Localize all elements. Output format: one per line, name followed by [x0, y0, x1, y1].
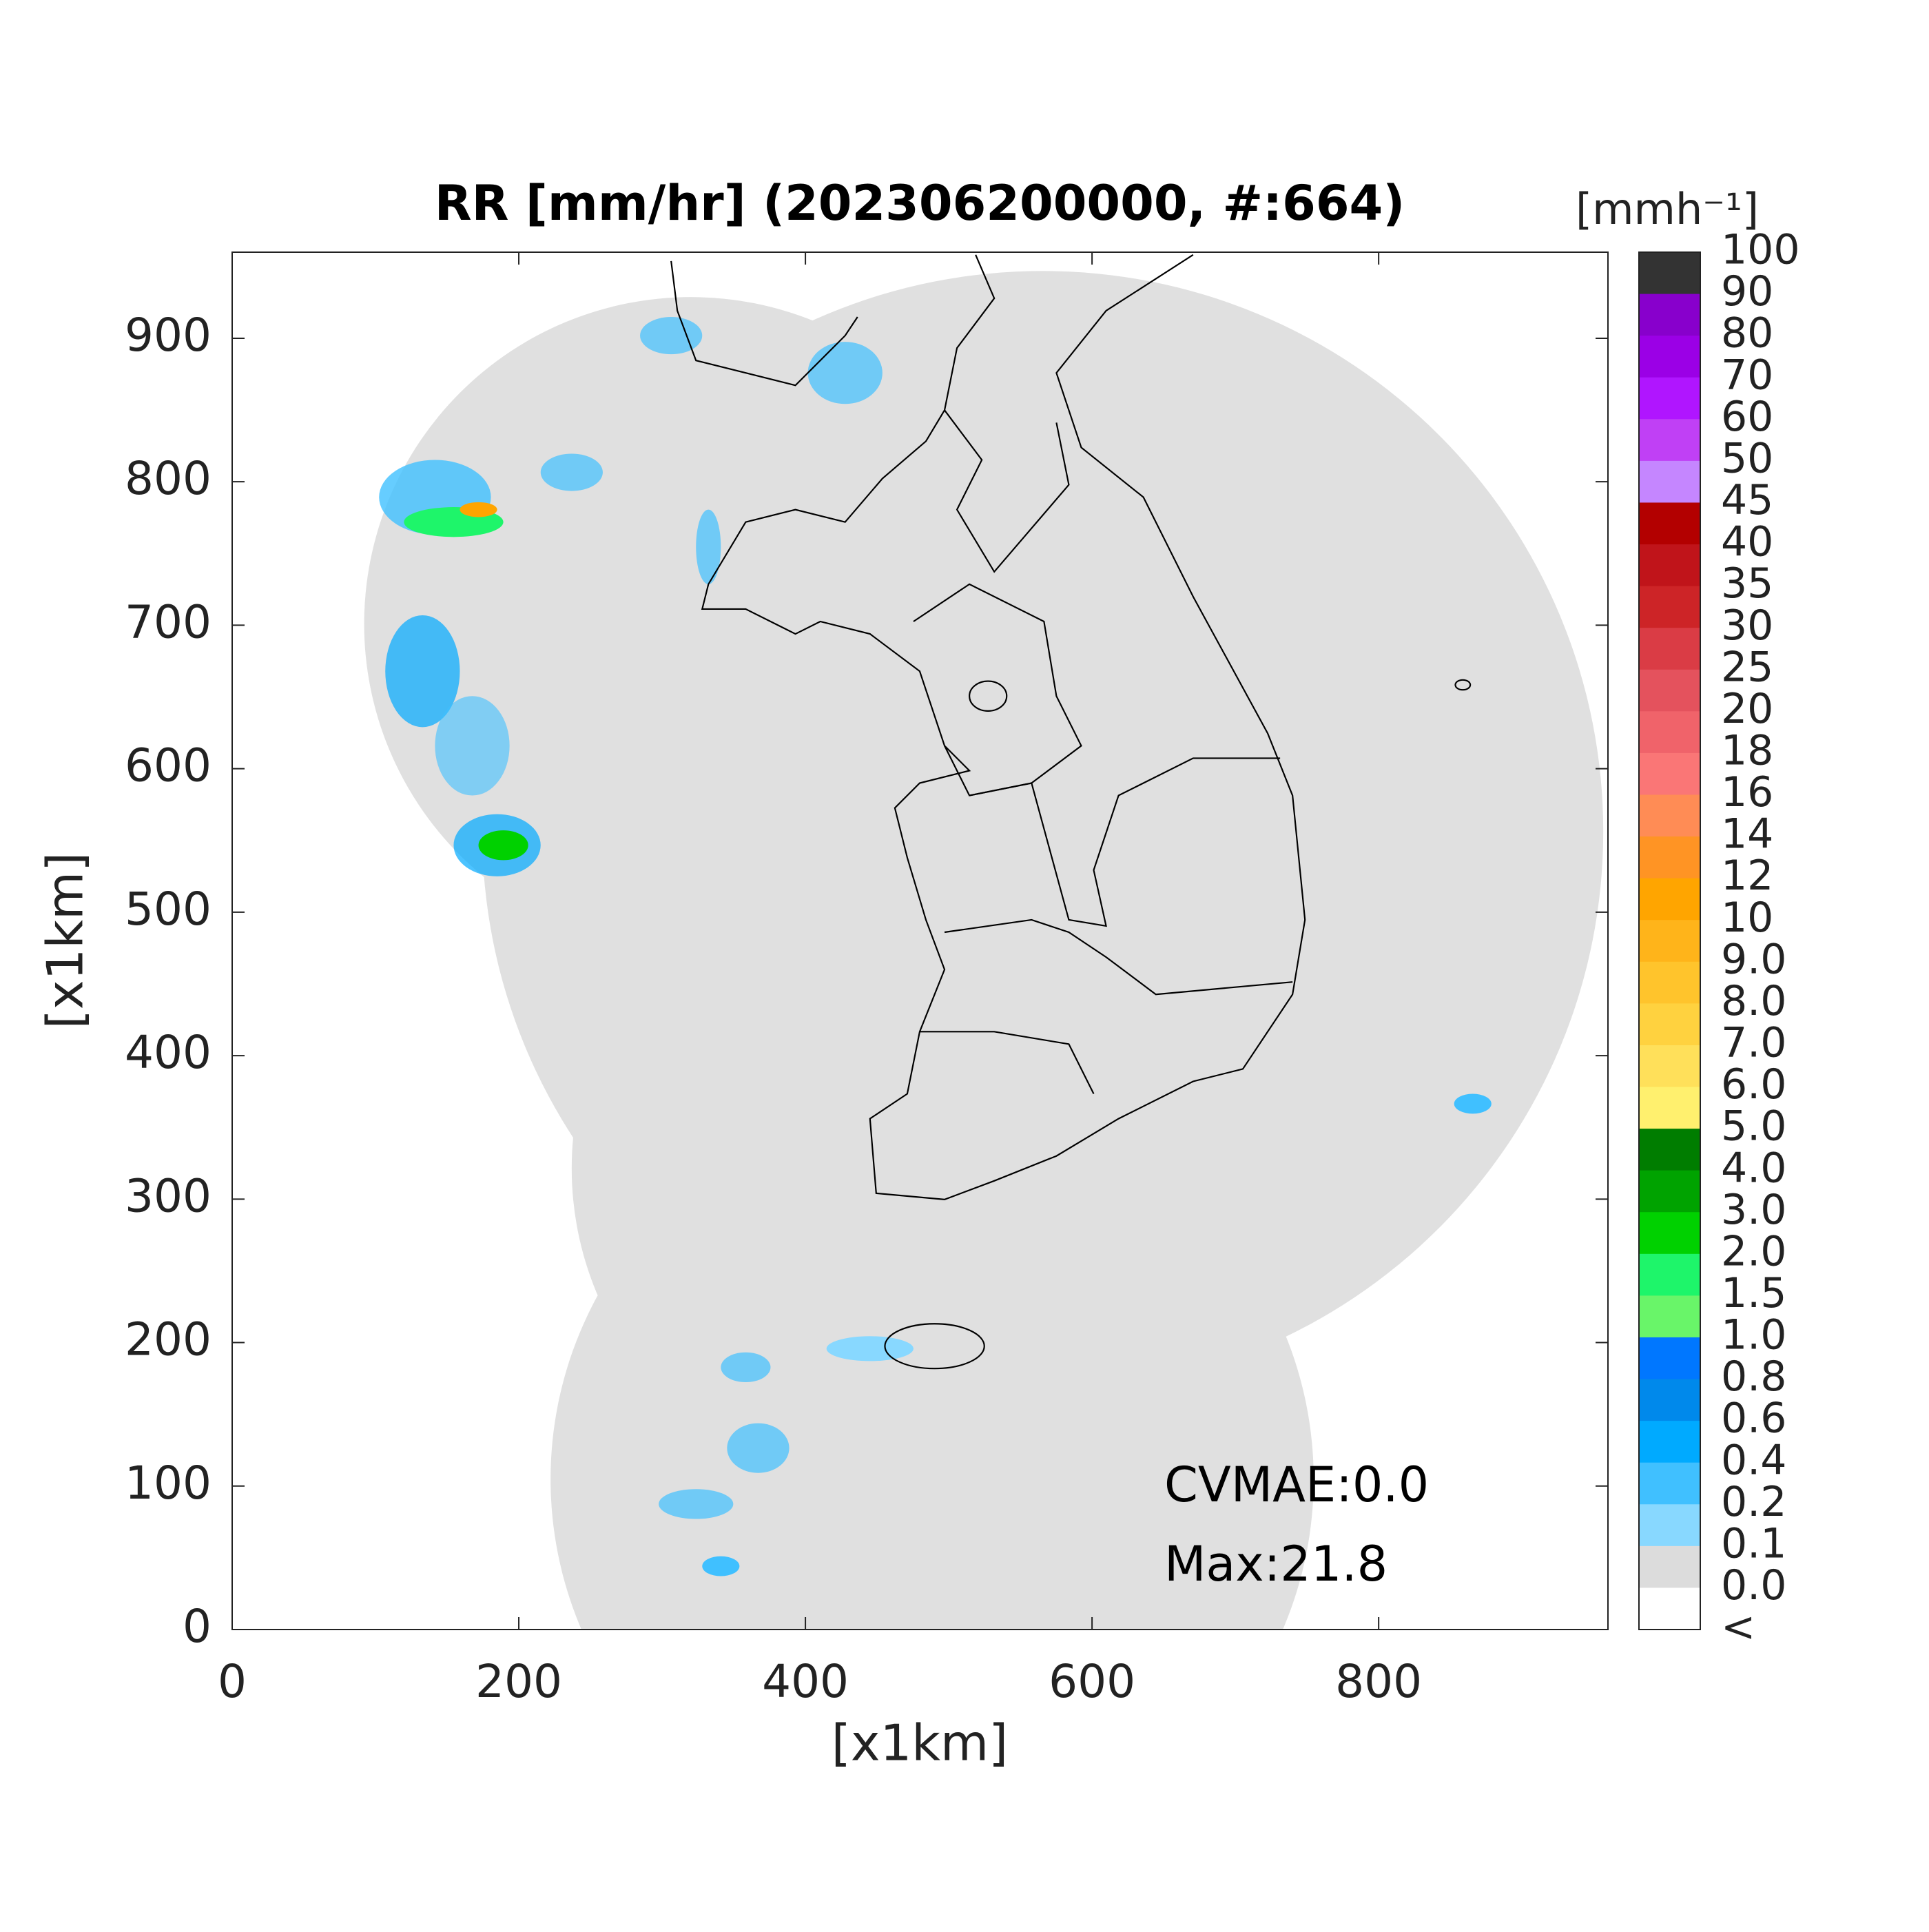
- colorbar-tick-label: 0.2: [1721, 1478, 1786, 1526]
- y-tick-label: 100: [125, 1457, 212, 1510]
- rain-echoes: [379, 317, 1492, 1576]
- colorbar-tick-label: 45: [1721, 476, 1773, 524]
- colorbar-segment: [1639, 836, 1700, 879]
- colorbar-tick-label: 2.0: [1721, 1227, 1786, 1275]
- y-tick-label: 600: [125, 739, 212, 792]
- y-axis-label: [x1km]: [37, 852, 94, 1029]
- colorbar-tick-label: 30: [1721, 602, 1773, 650]
- x-tick-label: 200: [475, 1655, 562, 1708]
- y-tick-label: 900: [125, 309, 212, 362]
- colorbar-tick-label: 16: [1721, 768, 1773, 816]
- colorbar-tick-label: 0.4: [1721, 1436, 1786, 1484]
- colorbar-tick-label: 100: [1721, 226, 1800, 274]
- colorbar-tick-label: 1.5: [1721, 1269, 1786, 1317]
- colorbar-tick-label: 9.0: [1721, 935, 1786, 983]
- colorbar-segment: [1639, 460, 1700, 503]
- colorbar-tick-label: 1.0: [1721, 1311, 1786, 1359]
- plot-frame: [231, 251, 1609, 1630]
- colorbar-tick-label: 50: [1721, 434, 1773, 482]
- colorbar-segment: [1639, 878, 1700, 921]
- colorbar-tick-label: 40: [1721, 518, 1773, 566]
- colorbar-segment: [1639, 1337, 1700, 1380]
- colorbar-tick-label: 3.0: [1721, 1186, 1786, 1234]
- annotation: CVMAE:0.0: [1164, 1457, 1429, 1513]
- colorbar-tick-label: 20: [1721, 685, 1773, 733]
- colorbar-tick-label: 14: [1721, 810, 1773, 859]
- colorbar-segment: [1639, 1545, 1700, 1588]
- colorbar-tick-label: 0.6: [1721, 1395, 1786, 1443]
- colorbar-segment: [1639, 336, 1700, 378]
- x-axis-label: [x1km]: [832, 1714, 1008, 1772]
- colorbar-tick-label: 60: [1721, 393, 1773, 441]
- colorbar-tick-label: 35: [1721, 559, 1773, 608]
- colorbar-frame: [1638, 251, 1701, 1630]
- y-tick-label: 800: [125, 452, 212, 505]
- colorbar-segment: [1639, 1170, 1700, 1213]
- colorbar-segment: [1639, 252, 1700, 295]
- colorbar-segment: [1639, 1587, 1700, 1630]
- colorbar-segment: [1639, 1253, 1700, 1296]
- colorbar-tick-label: 6.0: [1721, 1060, 1786, 1109]
- colorbar-segment: [1639, 628, 1700, 670]
- colorbar-tick-label: 18: [1721, 727, 1773, 775]
- colorbar-segment: [1639, 1212, 1700, 1255]
- colorbar-segment: [1639, 586, 1700, 628]
- colorbar-tick-label: 7.0: [1721, 1019, 1786, 1067]
- colorbar-tick-label: 80: [1721, 309, 1773, 358]
- coastline: [670, 254, 1472, 1370]
- x-tick-label: 800: [1335, 1655, 1422, 1708]
- colorbar-segment: [1639, 794, 1700, 837]
- colorbar-tick-label: 0.8: [1721, 1353, 1786, 1401]
- colorbar-segment: [1639, 961, 1700, 1004]
- y-tick-label: 0: [183, 1600, 212, 1653]
- y-tick-label: 700: [125, 595, 212, 648]
- colorbar-segment: [1639, 1295, 1700, 1338]
- colorbar-segment: [1639, 711, 1700, 754]
- colorbar-segment: [1639, 1462, 1700, 1505]
- colorbar-segment: [1639, 377, 1700, 420]
- x-tick-label: 400: [762, 1655, 849, 1708]
- colorbar-segment: [1639, 669, 1700, 712]
- colorbar-segment: [1639, 920, 1700, 963]
- y-tick-label: 200: [125, 1313, 212, 1366]
- x-tick-label: 600: [1049, 1655, 1135, 1708]
- colorbar-segment: [1639, 1504, 1700, 1547]
- y-tick-label: 400: [125, 1026, 212, 1079]
- colorbar-underflow-label: <: [1721, 1603, 1755, 1652]
- colorbar-segment: [1639, 1045, 1700, 1088]
- colorbar-tick-label: 90: [1721, 267, 1773, 316]
- colorbar-label: [mmh⁻¹]: [1576, 184, 1759, 234]
- colorbar-segment: [1639, 1129, 1700, 1171]
- colorbar-tick-label: 4.0: [1721, 1144, 1786, 1192]
- x-tick-label: 0: [218, 1655, 247, 1708]
- colorbar-segment: [1639, 1379, 1700, 1421]
- colorbar-segment: [1639, 1003, 1700, 1046]
- colorbar-tick-label: 0.0: [1721, 1561, 1786, 1610]
- colorbar-segment: [1639, 544, 1700, 587]
- colorbar-segment: [1639, 1421, 1700, 1463]
- y-tick-label: 300: [125, 1169, 212, 1222]
- colorbar-tick-label: 70: [1721, 351, 1773, 399]
- colorbar-segment: [1639, 419, 1700, 462]
- colorbar-tick-label: 10: [1721, 894, 1773, 942]
- colorbar-tick-label: 0.1: [1721, 1519, 1786, 1568]
- colorbar-tick-label: 5.0: [1721, 1102, 1786, 1151]
- colorbar-segment: [1639, 1087, 1700, 1129]
- colorbar-tick-label: 8.0: [1721, 977, 1786, 1025]
- annotation: Max:21.8: [1164, 1536, 1388, 1592]
- colorbar-segment: [1639, 752, 1700, 795]
- colorbar-segment: [1639, 502, 1700, 545]
- chart-title: RR [mm/hr] (202306200000, #:664): [435, 175, 1405, 232]
- colorbar-tick-label: 25: [1721, 643, 1773, 691]
- colorbar-tick-label: 12: [1721, 852, 1773, 900]
- colorbar-segment: [1639, 294, 1700, 336]
- map-layer: [364, 254, 1604, 1630]
- y-tick-label: 500: [125, 883, 212, 936]
- radar-coverage: [364, 271, 1604, 1630]
